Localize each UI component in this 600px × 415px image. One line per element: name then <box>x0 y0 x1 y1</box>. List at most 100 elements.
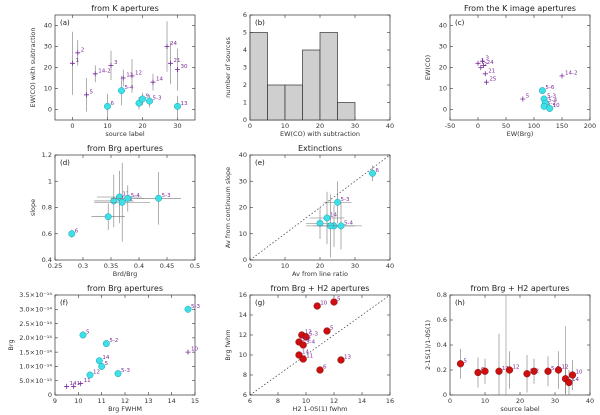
x-axis-label: EW(Brg) <box>507 130 534 138</box>
point-label: 2 <box>81 47 85 53</box>
point-label: 10 <box>553 103 560 109</box>
x-tick-label: 40 <box>386 122 394 130</box>
y-tick-label: 40 <box>439 22 447 30</box>
x-tick-label: 12 <box>330 397 338 405</box>
data-point <box>323 214 331 222</box>
y-tick-label: 10 <box>439 85 447 93</box>
data-point <box>79 331 87 339</box>
y-tick-label: 1.2 <box>42 151 52 159</box>
data-point <box>495 367 503 375</box>
point-label: 5 <box>526 94 530 100</box>
panel-label: (a) <box>60 19 70 27</box>
x-tick-label: 9 <box>53 397 57 405</box>
point-label: 6 <box>75 228 79 234</box>
plot-frame <box>249 294 391 396</box>
point-label: 24 <box>170 41 177 47</box>
y-tick-label: 1.5×10⁻¹⁴ <box>19 348 52 356</box>
point-label: 21 <box>174 58 181 64</box>
histogram-bar <box>319 32 338 121</box>
data-point <box>98 362 106 370</box>
point-label: 3 <box>114 60 118 66</box>
data-point <box>554 366 563 374</box>
y-tick-label: 0.6 <box>437 316 447 324</box>
y-tick-label: 0 <box>48 106 52 114</box>
y-tick-label: 14 <box>239 311 247 319</box>
highlighted-point <box>546 105 554 112</box>
panel-label: (b) <box>255 19 265 27</box>
y-tick-label: 2.5×10⁻¹⁴ <box>19 320 52 328</box>
x-tick-label: 50 <box>502 122 510 130</box>
data-point <box>185 349 191 355</box>
data-point <box>330 298 338 306</box>
point-label: 5-2 <box>109 338 118 344</box>
x-tick-label: 40 <box>586 397 594 405</box>
highlighted-point <box>538 87 546 95</box>
y-tick-label: 30 <box>44 43 52 51</box>
y-tick-label: 1 <box>243 99 247 107</box>
data-point <box>475 60 481 66</box>
y-tick-label: 0 <box>443 106 447 114</box>
y-tick-label: 10 <box>239 230 247 238</box>
data-point <box>337 222 345 230</box>
data-point <box>544 367 552 375</box>
y-tick-label: 1 <box>48 177 52 185</box>
x-tick-label: 0 <box>70 122 74 130</box>
x-tick-label: 14 <box>358 397 366 405</box>
x-tick-label: 20 <box>316 122 324 130</box>
point-label: 5-4 <box>125 85 134 91</box>
panel-title: from Brg apertures <box>87 284 163 293</box>
panel-label: (c) <box>455 19 465 27</box>
y-tick-label: 20 <box>239 204 247 212</box>
y-tick-label: 20 <box>439 64 447 72</box>
x-tick-label: 0.4 <box>134 262 144 270</box>
point-label: 5-3 <box>162 193 171 199</box>
point-label: 14 <box>572 377 579 383</box>
y-axis-label: EW(CO) with subtraction <box>29 27 37 107</box>
data-point <box>482 71 488 77</box>
data-point <box>316 219 324 227</box>
x-tick-label: 15 <box>191 397 199 405</box>
data-point <box>114 370 122 378</box>
x-tick-label: 150 <box>556 122 568 130</box>
point-label: 9 <box>146 94 150 100</box>
point-label: 12 <box>135 70 142 76</box>
point-label: 5-6 <box>545 85 554 91</box>
point-label: 5-2 <box>302 337 311 343</box>
panel-f: from Brg apertures(f)9 10 11 12 13 14 1505.0×1… <box>7 284 200 413</box>
data-point <box>313 302 321 310</box>
point-label: 6 <box>111 101 115 107</box>
y-tick-label: 2 <box>243 81 247 89</box>
y-tick-label: 20 <box>44 64 52 72</box>
x-tick-label: 0 <box>448 397 452 405</box>
y-tick-label: 8 <box>243 371 247 379</box>
point-label: 1 <box>76 58 80 64</box>
x-tick-label: 20 <box>516 397 524 405</box>
x-tick-label: 16 <box>386 397 394 405</box>
highlighted-point <box>146 97 153 105</box>
point-label: 5 <box>337 297 341 303</box>
data-point <box>155 194 163 202</box>
data-point <box>559 73 565 79</box>
y-tick-label: 3 <box>243 64 247 72</box>
y-tick-label: 40 <box>239 151 247 159</box>
data-point <box>323 327 331 335</box>
point-label: 12 <box>513 365 520 371</box>
panel-label: (e) <box>255 159 265 167</box>
x-tick-label: 0.45 <box>160 262 174 270</box>
point-label: 5-3 <box>309 332 318 338</box>
panel-d: from Brg apertures (d) 0.25 0.3 0.35 0.4 0.45 0… <box>29 144 200 278</box>
point-label: 6 <box>323 365 327 371</box>
point-label: 5-3 <box>191 304 200 310</box>
data-point <box>316 366 324 374</box>
panel-title: Extinctions <box>298 144 342 153</box>
data-point <box>71 383 77 389</box>
y-axis-label: Av from continuum slope <box>224 167 232 248</box>
panel-c: From the K image apertures(c)-50 0 50 100 15… <box>424 4 596 138</box>
y-tick-label: 30 <box>239 177 247 185</box>
x-tick-label: 10 <box>302 397 310 405</box>
x-tick-label: 10 <box>103 122 111 130</box>
y-tick-label: 0.8 <box>437 291 447 299</box>
x-tick-label: 30 <box>351 262 359 270</box>
highlighted-point <box>139 95 146 103</box>
data-point <box>78 381 84 387</box>
